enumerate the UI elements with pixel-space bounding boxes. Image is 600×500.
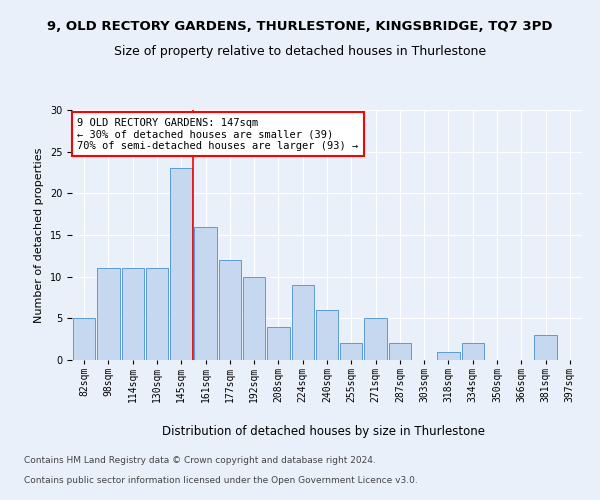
- Bar: [340, 344, 362, 360]
- Bar: [535, 335, 557, 360]
- Bar: [267, 326, 290, 360]
- Y-axis label: Number of detached properties: Number of detached properties: [34, 148, 44, 322]
- Bar: [461, 344, 484, 360]
- Bar: [437, 352, 460, 360]
- Bar: [73, 318, 95, 360]
- Bar: [243, 276, 265, 360]
- Bar: [97, 268, 119, 360]
- Text: Contains public sector information licensed under the Open Government Licence v3: Contains public sector information licen…: [24, 476, 418, 485]
- Text: 9 OLD RECTORY GARDENS: 147sqm
← 30% of detached houses are smaller (39)
70% of s: 9 OLD RECTORY GARDENS: 147sqm ← 30% of d…: [77, 118, 358, 150]
- Bar: [170, 168, 193, 360]
- Text: Distribution of detached houses by size in Thurlestone: Distribution of detached houses by size …: [163, 425, 485, 438]
- Bar: [389, 344, 411, 360]
- Bar: [146, 268, 168, 360]
- Bar: [122, 268, 144, 360]
- Bar: [218, 260, 241, 360]
- Bar: [316, 310, 338, 360]
- Text: Size of property relative to detached houses in Thurlestone: Size of property relative to detached ho…: [114, 45, 486, 58]
- Text: Contains HM Land Registry data © Crown copyright and database right 2024.: Contains HM Land Registry data © Crown c…: [24, 456, 376, 465]
- Bar: [292, 285, 314, 360]
- Bar: [194, 226, 217, 360]
- Text: 9, OLD RECTORY GARDENS, THURLESTONE, KINGSBRIDGE, TQ7 3PD: 9, OLD RECTORY GARDENS, THURLESTONE, KIN…: [47, 20, 553, 33]
- Bar: [364, 318, 387, 360]
